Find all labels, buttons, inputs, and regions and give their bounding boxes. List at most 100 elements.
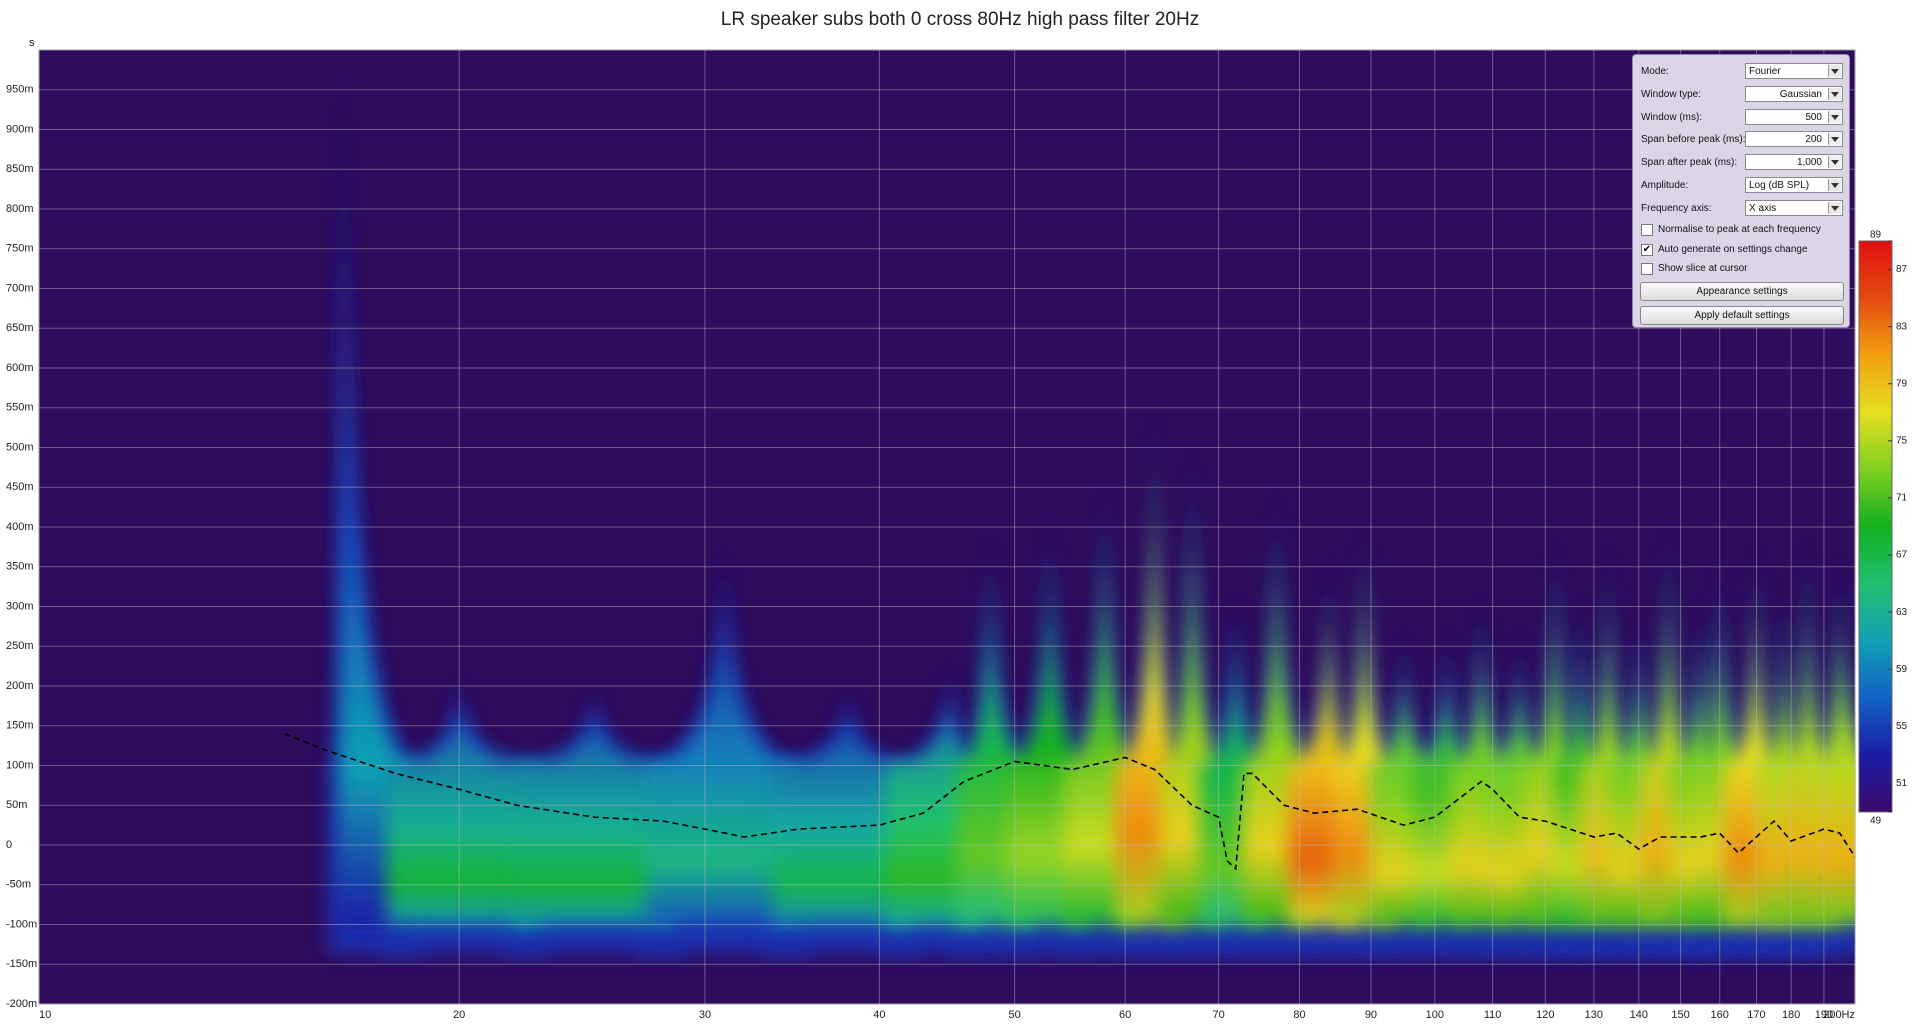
checkbox[interactable] [1641,224,1653,236]
x-tick-label: 130 [1585,1009,1603,1021]
setting-label: Amplitude: [1641,180,1689,191]
setting-value[interactable]: Gaussian [1745,85,1843,102]
y-tick-label: 650m [6,322,34,334]
y-tick-label: -200m [6,998,37,1010]
setting-label: Window (ms): [1641,111,1703,123]
checkbox-label: Normalise to peak at each frequency [1658,224,1821,235]
x-tick-label: 60 [1119,1009,1131,1021]
setting-row: Span before peak (ms): 200 [1641,131,1845,149]
y-tick-label: 0 [6,839,12,851]
y-tick-label: 50m [6,799,27,811]
color-tick-label: 55 [1896,721,1908,732]
color-tick-label: 63 [1896,607,1908,618]
y-tick-label: 250m [6,640,34,652]
series-line [284,732,1855,871]
setting-row: Window (ms): 500 [1641,108,1845,127]
x-tick-label: 200Hz [1823,1009,1855,1021]
x-tick-label: 150 [1671,1009,1689,1021]
y-tick-label: 450m [6,481,34,493]
y-tick-label: 300m [6,600,34,612]
x-tick-label: 110 [1484,1009,1502,1021]
setting-value[interactable]: Fourier [1745,63,1843,79]
y-tick-label: 700m [6,282,34,294]
axes: -200m -150m -100m -50m 0 50m 100m 150m 200m 250m 3… [6,84,1908,1021]
x-tick-label: 10 [39,1009,51,1021]
y-unit: s [29,37,35,49]
x-tick-label: 120 [1536,1009,1554,1021]
checkbox[interactable] [1641,263,1653,275]
x-tick-label: 70 [1212,1009,1224,1021]
setting-value[interactable]: X axis [1745,199,1843,216]
dropdown-arrow[interactable] [1828,201,1841,214]
setting-label: Span after peak (ms): [1641,157,1738,169]
color-tick-label: 89 [1870,230,1882,241]
setting-row: Frequency axis: X axis [1641,199,1845,218]
x-tick-label: 100 [1426,1009,1444,1021]
y-tick-label: 900m [6,123,34,135]
ridge [772,709,914,925]
spinner[interactable] [1828,133,1841,146]
button[interactable]: Apply default settings [1640,305,1844,325]
y-tick-label: 550m [6,402,34,414]
setting-value[interactable]: 1,000 [1745,154,1843,171]
setting-value[interactable]: Log (dB SPL) [1745,177,1843,193]
y-tick-label: 600m [6,362,34,374]
setting-label: Window type: [1641,88,1702,100]
y-tick-label: 500m [6,441,34,453]
x-tick-label: 90 [1365,1009,1377,1021]
ridge [338,50,415,925]
spinner[interactable] [1828,110,1841,123]
dropdown-arrow[interactable] [1828,179,1841,191]
color-tick-label: 71 [1896,493,1908,504]
setting-label: Frequency axis: [1641,202,1712,214]
x-tick-label: 160 [1711,1009,1729,1021]
ridge [386,701,541,925]
y-tick-label: 150m [6,720,34,732]
setting-label: Mode: [1641,66,1669,77]
color-tick-label: 67 [1896,550,1908,561]
setting-label: Span before peak (ms): [1641,134,1746,146]
x-tick-label: 140 [1630,1009,1648,1021]
y-tick-label: 750m [6,243,34,255]
y-tick-label: 350m [6,561,34,573]
spinner[interactable] [1828,156,1841,169]
x-tick-label: 40 [873,1009,885,1021]
checkbox-label: Show slice at cursor [1658,263,1748,274]
setting-row: Amplitude: Log (dB SPL) [1641,177,1845,195]
setting-value[interactable]: 500 [1745,108,1843,125]
color-tick-label: 51 [1896,778,1908,789]
setting-row: Window type: Gaussian [1641,85,1845,104]
ridge [1809,566,1855,925]
x-tick-label: 20 [453,1009,465,1021]
chart-title: LR speaker subs both 0 cross 80Hz high p… [721,9,1199,30]
color-tick-label: 75 [1896,435,1908,446]
color-tick-label: 59 [1896,664,1908,675]
color-tick-label: 79 [1896,378,1908,389]
x-tick-label: 190 [1815,1009,1833,1021]
checkbox-label: Auto generate on settings change [1658,243,1808,255]
x-tick-label: 80 [1293,1009,1305,1021]
y-tick-label: 800m [6,203,34,215]
settings-panel: Mode: Fourier Window type: Gaussian Window (… [1632,54,1850,328]
x-tick-label: 180 [1782,1009,1800,1021]
button[interactable]: Appearance settings [1640,282,1844,301]
color-tick-label: 87 [1896,264,1908,275]
setting-value[interactable]: 200 [1745,131,1843,148]
color-bar [1858,240,1893,813]
plot [39,50,1855,1004]
x-tick-label: 50 [1009,1009,1021,1021]
y-tick-label: 400m [6,521,34,533]
x-tick-label: 170 [1747,1009,1765,1021]
dropdown-arrow[interactable] [1828,87,1841,100]
y-tick-label: -100m [6,918,37,930]
checkbox[interactable]: ✔ [1641,243,1653,256]
color-tick-label: 49 [1870,816,1882,827]
color-tick-label: 83 [1896,321,1908,332]
x-tick-label: 30 [699,1009,711,1021]
dropdown-arrow[interactable] [1828,65,1841,77]
y-tick-label: -50m [6,879,31,891]
setting-row: Mode: Fourier [1641,63,1845,81]
y-tick-label: 100m [6,759,34,771]
